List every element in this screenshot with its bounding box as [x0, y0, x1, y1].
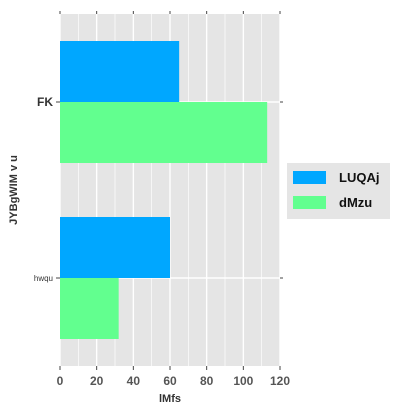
legend: LUQAj dMzu [287, 163, 390, 219]
bar-luqaj-fk [60, 41, 180, 102]
x-tick-label: 0 [57, 374, 64, 388]
legend-swatch-luqaj [293, 171, 326, 184]
bar-dmzu-fk [60, 102, 268, 163]
x-tick-label: 40 [127, 374, 141, 388]
x-axis-label: lMfs [159, 393, 181, 405]
legend-label-luqaj: LUQAj [339, 170, 379, 185]
legend-swatch-dmzu [293, 196, 326, 209]
x-tick-label: 120 [270, 374, 290, 388]
y-tick-label: hwqu [34, 274, 53, 283]
bars [60, 41, 268, 339]
x-tick-label: 60 [163, 374, 177, 388]
bar-dmzu-hwqu [60, 278, 119, 339]
x-tick-label: 80 [200, 374, 214, 388]
y-ticks: FK hwqu [34, 95, 283, 283]
x-tick-label: 20 [90, 374, 104, 388]
legend-label-dmzu: dMzu [339, 195, 372, 210]
y-tick-label: FK [37, 95, 53, 109]
x-tick-label: 100 [233, 374, 253, 388]
x-ticks: 0 20 40 60 80 100 120 [57, 11, 290, 388]
y-axis-label: JYBgWIM v u [8, 155, 20, 225]
bar-luqaj-hwqu [60, 217, 170, 278]
